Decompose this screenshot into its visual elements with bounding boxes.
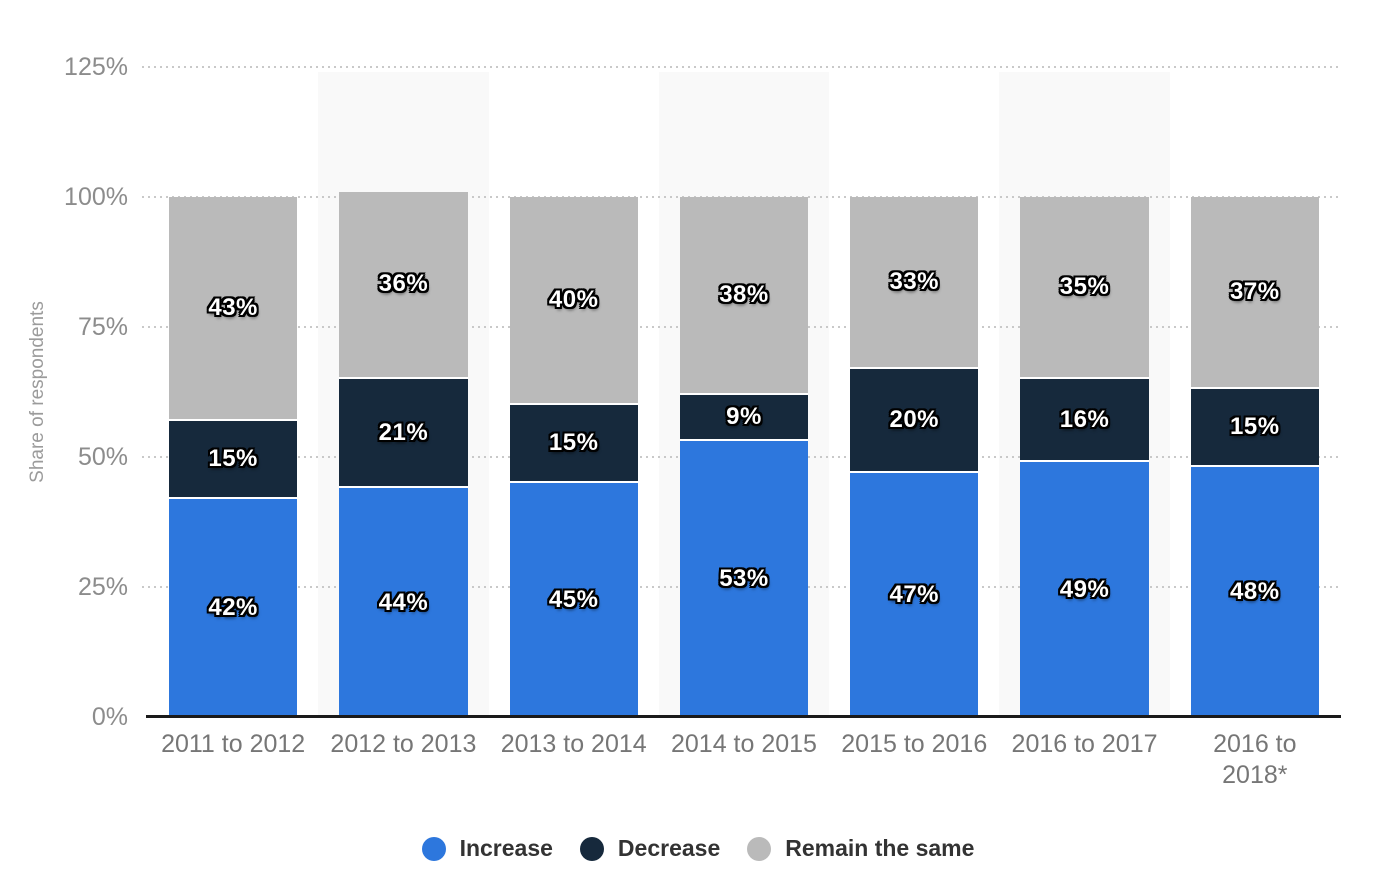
legend-swatch-increase-icon	[421, 836, 446, 861]
x-category-label: 2015 to 2016	[829, 729, 999, 791]
chart-column: 40% 15% 45%	[489, 67, 659, 717]
bar-segment-remain-the-same[interactable]: 36%	[339, 191, 468, 380]
legend-item-increase[interactable]: Increase	[421, 835, 553, 862]
x-axis-line	[146, 715, 1341, 718]
bar-segment-increase[interactable]: 48%	[1190, 467, 1319, 717]
chart-column: 35% 16% 49%	[999, 67, 1170, 717]
y-tick-label: 25%	[77, 573, 128, 601]
columns: 43% 15% 42% 36% 21% 44% 40% 15% 45% 38% 9% 53% 33% 20…	[148, 67, 1340, 717]
bar-value-label: 37%	[1230, 278, 1280, 306]
legend: Increase Decrease Remain the same	[0, 835, 1396, 862]
bar-segment-increase[interactable]: 42%	[169, 498, 298, 717]
bar-value-label: 42%	[208, 593, 258, 621]
x-category-label: 2012 to 2013	[318, 729, 488, 791]
x-category-label-text: 2013 to 2014	[500, 730, 647, 758]
chart-column: 38% 9% 53%	[658, 67, 830, 717]
bar-segment-decrease[interactable]: 15%	[509, 405, 638, 483]
bar-value-label: 9%	[726, 403, 762, 430]
stacked-bar: 43% 15% 42%	[169, 197, 298, 717]
chart-column: 36% 21% 44%	[318, 67, 489, 717]
bar-segment-decrease[interactable]: 15%	[169, 420, 298, 499]
y-tick-label: 50%	[77, 443, 128, 471]
bar-segment-increase[interactable]: 45%	[509, 483, 638, 717]
gridline-100%	[142, 196, 1340, 198]
legend-swatch-decrease-icon	[579, 836, 604, 861]
chart-column: 43% 15% 42%	[148, 67, 318, 717]
bar-value-label: 49%	[1059, 575, 1110, 603]
bar-segment-remain-the-same[interactable]: 38%	[679, 197, 809, 395]
y-tick-label: 75%	[77, 313, 128, 341]
bar-value-label: 15%	[548, 429, 599, 456]
x-category-label: 2013 to 2014	[489, 729, 659, 791]
bar-value-label: 35%	[1059, 273, 1110, 301]
x-category-label: 2016 to 2018*	[1170, 729, 1340, 791]
x-category-label: 2016 to 2017	[999, 729, 1169, 791]
bar-value-label: 16%	[1059, 405, 1110, 433]
legend-item-remain[interactable]: Remain the same	[747, 835, 974, 862]
bar-segment-remain-the-same[interactable]: 35%	[1020, 197, 1149, 380]
legend-label-remain: Remain the same	[785, 835, 975, 861]
bar-segment-increase[interactable]: 47%	[850, 472, 979, 717]
bar-value-label: 36%	[378, 270, 429, 298]
x-category-label: 2014 to 2015	[659, 729, 829, 791]
y-tick-label: 100%	[64, 183, 128, 211]
bar-segment-increase[interactable]: 49%	[1020, 462, 1149, 717]
x-category-label-text: 2015 to 2016	[841, 730, 988, 758]
bar-value-label: 43%	[208, 293, 258, 321]
y-tick-label: 125%	[64, 53, 128, 81]
legend-label-decrease: Decrease	[617, 835, 721, 861]
bar-segment-remain-the-same[interactable]: 37%	[1190, 197, 1319, 390]
bar-segment-remain-the-same[interactable]: 43%	[169, 197, 298, 421]
bar-segment-decrease[interactable]: 9%	[679, 394, 809, 442]
bar-segment-decrease[interactable]: 15%	[1190, 389, 1319, 468]
bar-value-label: 15%	[208, 444, 258, 472]
x-category-label-text: 2014 to 2015	[670, 730, 817, 758]
y-tick-label: 0%	[91, 703, 128, 731]
stacked-bar: 36% 21% 44%	[339, 191, 468, 717]
bar-value-label: 44%	[378, 588, 429, 616]
bar-value-label: 21%	[378, 418, 429, 446]
bar-value-label: 53%	[719, 565, 769, 593]
bar-segment-decrease[interactable]: 21%	[339, 379, 468, 489]
bar-segment-increase[interactable]: 44%	[339, 488, 468, 717]
bar-value-label: 33%	[889, 267, 940, 295]
bar-segment-increase[interactable]: 53%	[679, 441, 809, 717]
bar-value-label: 20%	[889, 405, 940, 433]
x-category-label-text: 2016 to 2018*	[1213, 730, 1297, 789]
stacked-bar: 37% 15% 48%	[1190, 197, 1319, 717]
legend-item-decrease[interactable]: Decrease	[579, 835, 721, 862]
bar-value-label: 47%	[889, 580, 940, 608]
stacked-bar: 38% 9% 53%	[679, 197, 809, 717]
bar-value-label: 40%	[548, 286, 599, 313]
stacked-bar: 40% 15% 45%	[509, 197, 638, 717]
chart-column: 33% 20% 47%	[829, 67, 999, 717]
bar-value-label: 45%	[548, 586, 599, 613]
gridline-125%	[142, 66, 1340, 68]
chart-column: 37% 15% 48%	[1170, 67, 1340, 717]
y-axis-ticks: 0% 25% 50% 75% 100% 125%	[0, 53, 148, 731]
bar-segment-remain-the-same[interactable]: 40%	[509, 197, 638, 405]
bar-value-label: 15%	[1230, 413, 1280, 441]
stacked-bar: 33% 20% 47%	[850, 197, 979, 717]
bar-segment-decrease[interactable]: 16%	[1020, 379, 1149, 463]
bar-value-label: 38%	[719, 280, 769, 308]
bar-segment-remain-the-same[interactable]: 33%	[850, 197, 979, 369]
legend-swatch-remain-icon	[747, 836, 772, 861]
stacked-bar: 35% 16% 49%	[1020, 197, 1149, 717]
legend-label-increase: Increase	[459, 835, 553, 861]
x-category-label-text: 2012 to 2013	[330, 730, 477, 758]
bar-segment-decrease[interactable]: 20%	[850, 368, 979, 473]
plot-area: 43% 15% 42% 36% 21% 44% 40% 15% 45% 38% 9% 53% 33% 20…	[142, 66, 1341, 718]
x-category-label: 2011 to 2012	[148, 729, 318, 791]
bar-value-label: 48%	[1230, 578, 1280, 606]
x-category-label-text: 2011 to 2012	[161, 730, 306, 758]
x-axis-labels: 2011 to 2012 2012 to 2013 2013 to 2014 2014…	[148, 729, 1340, 791]
x-category-label-text: 2016 to 2017	[1011, 730, 1158, 758]
